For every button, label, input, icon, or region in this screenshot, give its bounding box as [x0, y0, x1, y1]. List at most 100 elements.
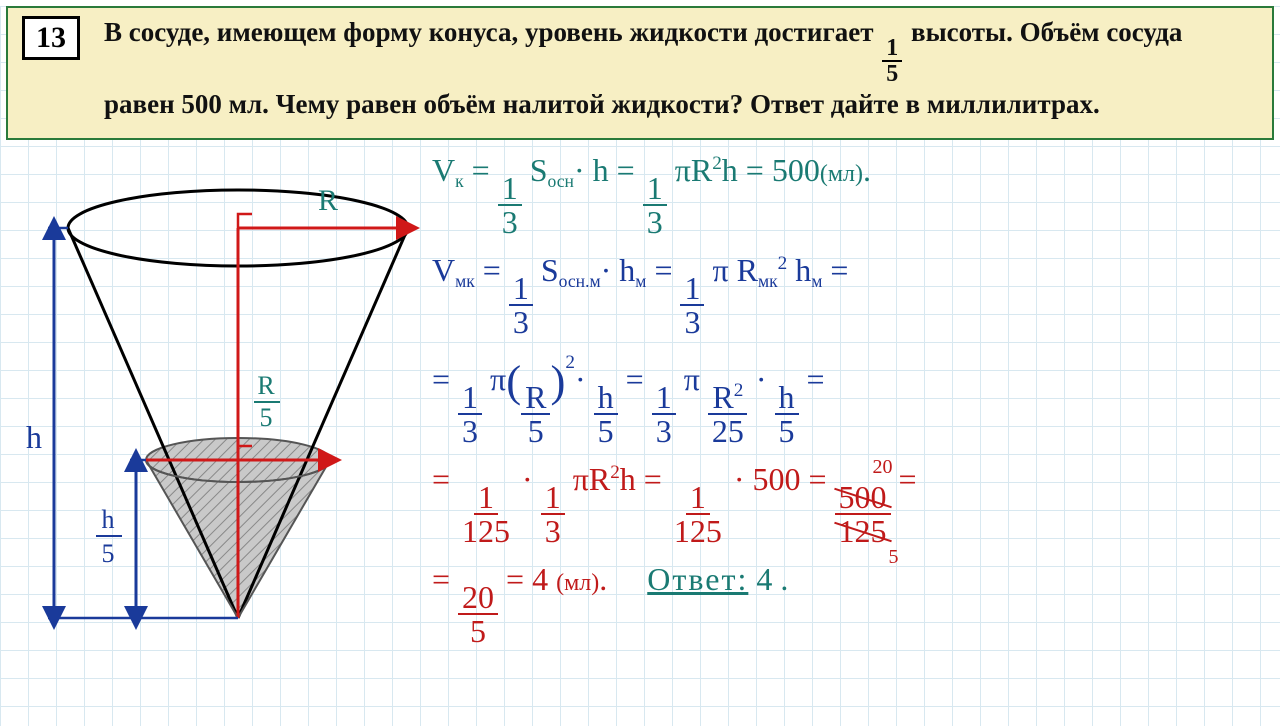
- handwritten-solution: Vк = 13 Sосн· h = 13 πR2h = 500(мл). Vмк…: [428, 148, 1272, 724]
- t: h: [787, 252, 811, 288]
- t: R: [521, 381, 550, 415]
- t: = 500: [738, 152, 820, 188]
- svg-text:R: R: [257, 371, 275, 400]
- t: πR: [667, 152, 713, 188]
- problem-text-part1: В сосуде, имеющем форму конуса, уровень …: [104, 17, 880, 47]
- t: S: [541, 252, 559, 288]
- t: 3: [498, 206, 522, 238]
- t: м: [811, 271, 822, 291]
- t: π R: [704, 252, 758, 288]
- t: ·: [575, 361, 594, 397]
- t: 3: [680, 306, 704, 338]
- svg-text:5: 5: [102, 539, 115, 568]
- t: (мл): [820, 161, 863, 187]
- answer-value: 4 .: [756, 561, 788, 597]
- t: 5: [594, 415, 618, 447]
- t: ·: [514, 461, 541, 497]
- t: 3: [458, 415, 482, 447]
- t: мк: [758, 271, 778, 291]
- t: · 500 =: [726, 461, 835, 497]
- t: =: [432, 561, 458, 597]
- t: 2: [610, 462, 620, 483]
- t: =: [822, 252, 848, 288]
- t: 20: [458, 581, 498, 615]
- t: 3: [643, 206, 667, 238]
- t: =: [618, 361, 652, 397]
- t: 1: [474, 481, 498, 515]
- formula-line-5: = 205 = 4 (мл). Ответ: 4 .: [432, 561, 1262, 647]
- t: 125: [670, 515, 726, 547]
- t: (: [506, 356, 521, 406]
- t: 1: [652, 381, 676, 415]
- t: 1: [686, 481, 710, 515]
- t: h: [775, 381, 799, 415]
- problem-number: 13: [36, 21, 66, 55]
- t: м: [635, 271, 646, 291]
- solution-area: R h R 5 h 5 Vк = 13 Sосн· h = 13 πR2h = …: [0, 140, 1280, 724]
- t: =: [432, 461, 458, 497]
- t: ): [550, 356, 565, 406]
- t: =: [646, 252, 680, 288]
- t: 2: [734, 380, 744, 401]
- t: осн: [548, 171, 574, 191]
- t: h: [620, 461, 636, 497]
- t: 2: [778, 253, 788, 274]
- t: 3: [541, 515, 565, 547]
- t: 25: [708, 415, 748, 447]
- t: S: [530, 152, 548, 188]
- formula-line-1: Vк = 13 Sосн· h = 13 πR2h = 500(мл).: [432, 152, 1262, 238]
- t: ·: [748, 361, 775, 397]
- t: h: [722, 152, 738, 188]
- t: 1: [458, 381, 482, 415]
- t: πR: [565, 461, 611, 497]
- t: 2: [712, 153, 722, 174]
- problem-statement-box: 13 В сосуде, имеющем форму конуса, урове…: [6, 6, 1274, 140]
- t: · h: [601, 252, 636, 288]
- t: =: [799, 361, 825, 397]
- svg-text:h: h: [102, 505, 115, 534]
- t: =: [464, 152, 498, 188]
- reduced-20: 20: [869, 457, 897, 477]
- cancelled-500: 500: [835, 481, 891, 515]
- t: 1: [643, 172, 667, 206]
- t: 2: [565, 352, 575, 373]
- t: осн.м: [559, 271, 601, 291]
- problem-text: В сосуде, имеющем форму конуса, уровень …: [104, 14, 1258, 122]
- t: 5: [466, 615, 490, 647]
- t: 1: [509, 272, 533, 306]
- t: к: [455, 171, 464, 191]
- t: h: [594, 381, 618, 415]
- t: =: [475, 252, 509, 288]
- t: π: [676, 361, 708, 397]
- t: 125: [458, 515, 514, 547]
- t: =: [432, 361, 458, 397]
- t: 1: [541, 481, 565, 515]
- t: .: [599, 561, 607, 597]
- answer-label: Ответ:: [647, 561, 748, 597]
- t: 5: [524, 415, 548, 447]
- t: R: [712, 379, 733, 415]
- t: 1: [498, 172, 522, 206]
- cone-diagram: R h R 5 h 5: [8, 148, 428, 724]
- svg-text:5: 5: [260, 403, 273, 432]
- fraction-numerator: 1: [882, 36, 902, 62]
- t: V: [432, 252, 455, 288]
- t: π: [482, 361, 506, 397]
- t: мк: [455, 271, 475, 291]
- t: 3: [509, 306, 533, 338]
- label-h: h: [26, 419, 42, 455]
- fraction-1-5: 1 5: [882, 36, 902, 86]
- t: 3: [652, 415, 676, 447]
- t: (мл): [556, 570, 599, 596]
- formula-line-4: = 1125 · 13 πR2h = 1125 · 500 = 500125 2…: [432, 461, 1262, 547]
- t: =: [636, 461, 670, 497]
- t: .: [863, 152, 871, 188]
- t: · h =: [574, 152, 643, 188]
- t: 1: [680, 272, 704, 306]
- problem-number-badge: 13: [22, 16, 80, 60]
- t: V: [432, 152, 455, 188]
- label-R: R: [318, 184, 338, 217]
- formula-line-2: Vмк = 13 Sосн.м· hм = 13 π Rмк2 hм =: [432, 252, 1262, 338]
- cancelled-125: 125: [835, 515, 891, 547]
- cone-svg: R h R 5 h 5: [8, 148, 428, 688]
